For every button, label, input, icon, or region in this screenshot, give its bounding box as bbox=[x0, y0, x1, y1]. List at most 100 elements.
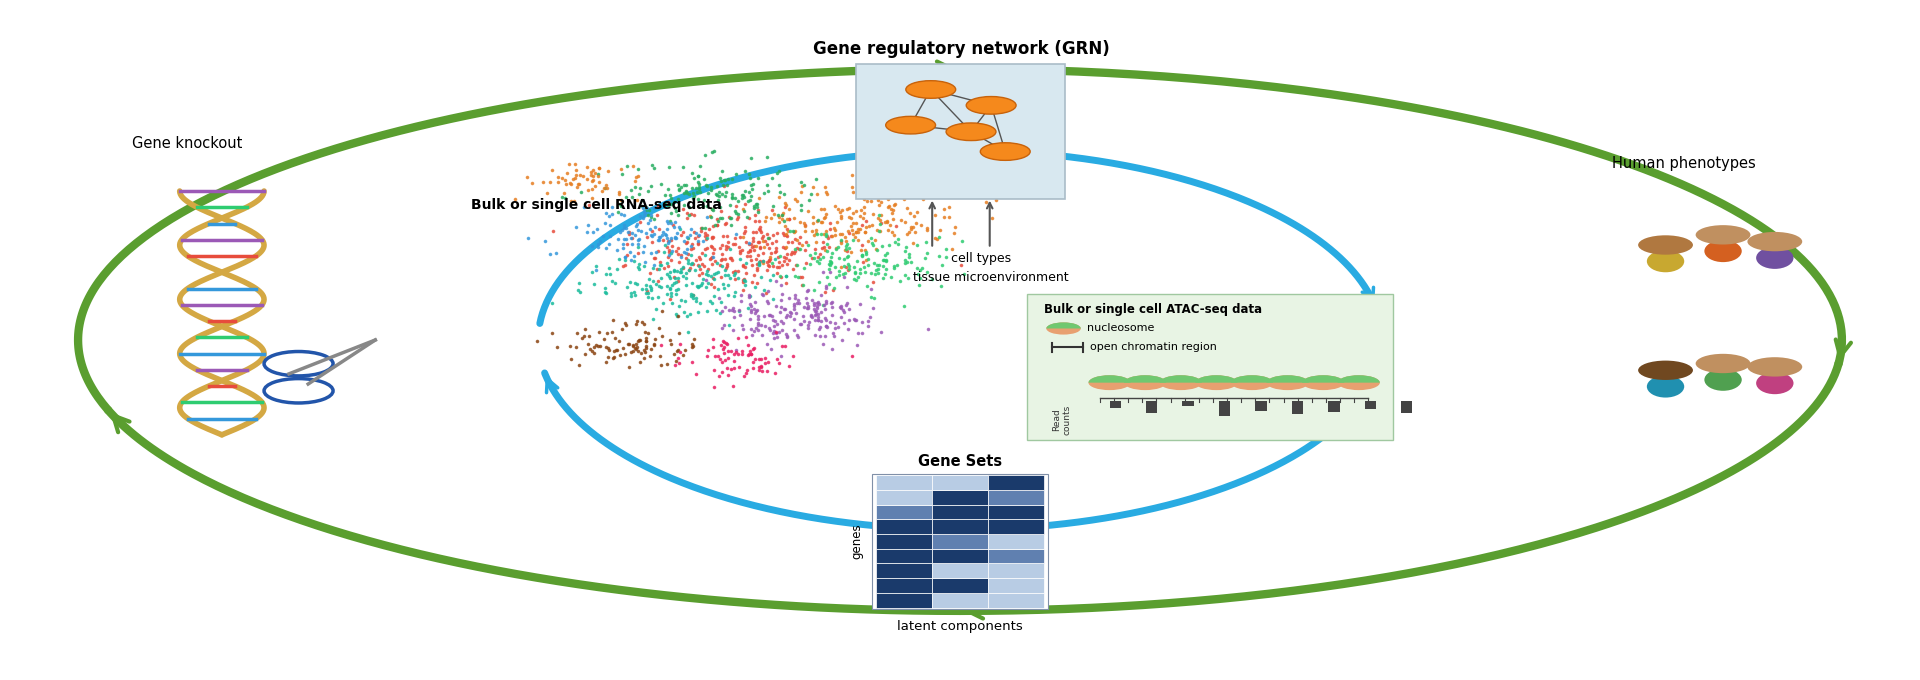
Circle shape bbox=[1123, 375, 1165, 390]
Point bbox=[862, 245, 893, 256]
Point bbox=[572, 220, 603, 231]
Point bbox=[753, 232, 783, 243]
Point bbox=[806, 251, 837, 262]
Point bbox=[728, 260, 758, 271]
Point bbox=[843, 235, 874, 246]
Point bbox=[745, 243, 776, 254]
Point bbox=[941, 222, 972, 233]
Point bbox=[870, 269, 900, 280]
Point bbox=[685, 279, 716, 290]
Point bbox=[707, 249, 737, 260]
Point bbox=[708, 341, 739, 352]
Point bbox=[781, 196, 812, 207]
Point bbox=[753, 152, 783, 163]
Bar bbox=[1219, 401, 1231, 416]
Point bbox=[607, 201, 637, 211]
Point bbox=[714, 212, 745, 223]
Point bbox=[801, 248, 831, 258]
Point bbox=[770, 271, 801, 282]
Point bbox=[806, 243, 837, 254]
Point bbox=[634, 281, 664, 292]
Point bbox=[866, 197, 897, 207]
Point bbox=[672, 233, 703, 243]
Point bbox=[728, 261, 758, 272]
Point bbox=[768, 242, 799, 253]
Point bbox=[622, 336, 653, 347]
Point bbox=[611, 250, 641, 260]
Point bbox=[678, 341, 708, 352]
Point bbox=[691, 180, 722, 190]
Ellipse shape bbox=[1705, 369, 1741, 391]
Point bbox=[829, 318, 860, 328]
Point bbox=[722, 209, 753, 220]
Point bbox=[803, 258, 833, 269]
Point bbox=[872, 202, 902, 213]
Point bbox=[764, 357, 795, 368]
Point bbox=[851, 255, 881, 266]
Point bbox=[801, 309, 831, 320]
Point bbox=[714, 244, 745, 255]
Point bbox=[733, 196, 764, 207]
Point bbox=[678, 258, 708, 269]
Point bbox=[695, 211, 726, 222]
Point bbox=[852, 280, 883, 291]
Point bbox=[707, 336, 737, 347]
Point bbox=[785, 205, 816, 216]
Point bbox=[574, 199, 605, 210]
Bar bbox=[931, 549, 989, 564]
Circle shape bbox=[1302, 375, 1344, 390]
Point bbox=[647, 226, 678, 237]
Point bbox=[849, 193, 879, 204]
Point bbox=[810, 296, 841, 307]
Point bbox=[607, 169, 637, 180]
Point bbox=[636, 285, 666, 296]
Point bbox=[720, 206, 751, 217]
Point bbox=[772, 223, 803, 234]
Point bbox=[847, 250, 877, 260]
Point bbox=[720, 265, 751, 276]
Point bbox=[854, 188, 885, 199]
Point bbox=[831, 261, 862, 272]
Point bbox=[774, 360, 804, 371]
Point bbox=[820, 317, 851, 328]
Point bbox=[641, 209, 672, 220]
Point bbox=[803, 324, 833, 335]
Point bbox=[810, 245, 841, 256]
Point bbox=[785, 243, 816, 254]
Point bbox=[843, 227, 874, 238]
Point bbox=[670, 185, 701, 196]
Point bbox=[747, 235, 778, 246]
Point bbox=[770, 328, 801, 339]
Point bbox=[653, 161, 684, 172]
Point bbox=[772, 225, 803, 236]
Wedge shape bbox=[1123, 375, 1165, 383]
Point bbox=[758, 260, 789, 271]
Point bbox=[735, 324, 766, 335]
Point bbox=[783, 238, 814, 249]
Point bbox=[716, 254, 747, 265]
Point bbox=[768, 208, 799, 219]
Point bbox=[657, 246, 687, 257]
Point bbox=[822, 241, 852, 252]
Point bbox=[553, 158, 584, 169]
Point bbox=[726, 254, 756, 265]
Point bbox=[645, 256, 676, 267]
Point bbox=[676, 341, 707, 352]
Point bbox=[607, 224, 637, 235]
Point bbox=[710, 258, 741, 269]
Circle shape bbox=[981, 143, 1031, 160]
Point bbox=[653, 218, 684, 228]
Point bbox=[743, 324, 774, 335]
Point bbox=[605, 198, 636, 209]
Point bbox=[563, 178, 593, 189]
Point bbox=[632, 204, 662, 215]
Point bbox=[931, 175, 962, 186]
Point bbox=[870, 250, 900, 260]
Point bbox=[733, 247, 764, 258]
Point bbox=[622, 194, 653, 205]
Point bbox=[808, 229, 839, 240]
Point bbox=[877, 261, 908, 272]
Point bbox=[778, 236, 808, 247]
Point bbox=[670, 268, 701, 279]
Point bbox=[593, 352, 624, 362]
